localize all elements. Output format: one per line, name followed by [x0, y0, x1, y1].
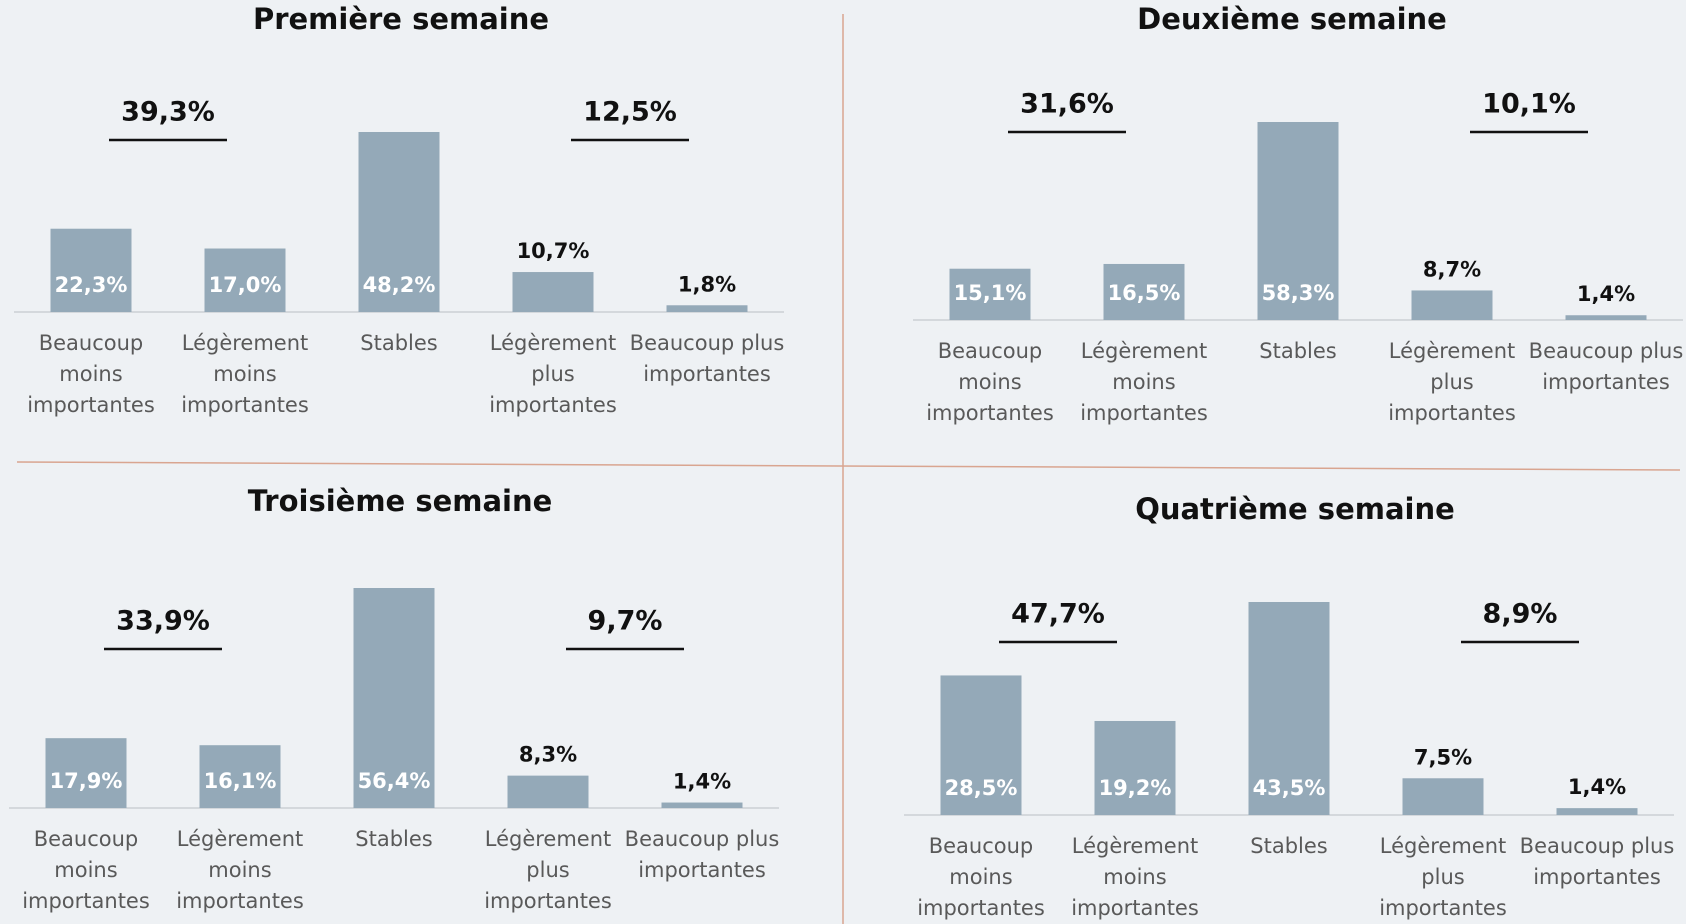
group-total: 12,5%	[583, 97, 677, 128]
value-label: 1,4%	[673, 770, 731, 794]
value-label: 58,3%	[1262, 281, 1335, 305]
category-label-box: Beaucoup plus importantes	[1519, 834, 1675, 889]
value-label: 28,5%	[945, 776, 1018, 800]
bar	[1411, 290, 1493, 320]
category-label-box: Légèrement plus importantes	[1388, 339, 1516, 425]
bar	[1094, 720, 1176, 815]
category-label-box: Légèrement moins importantes	[176, 827, 304, 913]
category-label-box: Beaucoup moins importantes	[926, 339, 1054, 425]
category-label-box: Légèrement plus importantes	[489, 331, 617, 417]
chart-title: Première semaine	[253, 2, 549, 36]
chart-title: Deuxième semaine	[1137, 2, 1447, 36]
category-label-box: Légèrement plus importantes	[1379, 834, 1507, 920]
category-label: Beaucoup plus importantes	[629, 331, 785, 386]
category-label: Légèrement moins importantes	[1071, 834, 1199, 920]
chart-title: Quatrième semaine	[1135, 492, 1455, 526]
category-label: Légèrement plus importantes	[489, 331, 617, 417]
bar	[666, 305, 748, 312]
category-label-box: Légèrement moins importantes	[1080, 339, 1208, 425]
category-label: Beaucoup plus importantes	[624, 827, 780, 882]
category-label: Stables	[1250, 834, 1328, 858]
chart-title: Troisième semaine	[248, 484, 553, 518]
group-total: 31,6%	[1020, 89, 1114, 120]
category-label: Beaucoup moins importantes	[27, 331, 155, 417]
value-label: 8,7%	[1423, 257, 1481, 281]
bar	[204, 248, 286, 312]
category-label: Stables	[355, 827, 433, 851]
bar	[353, 588, 435, 808]
category-label-box: Beaucoup moins importantes	[22, 827, 150, 913]
bar	[940, 675, 1022, 815]
category-label: Beaucoup moins importantes	[22, 827, 150, 913]
value-label: 1,4%	[1577, 282, 1635, 306]
category-label-box: Beaucoup plus importantes	[624, 827, 780, 882]
category-label-box: Légèrement moins importantes	[1071, 834, 1199, 920]
category-label-box: Beaucoup moins importantes	[27, 331, 155, 417]
category-label: Beaucoup moins importantes	[917, 834, 1045, 920]
category-label: Beaucoup plus importantes	[1519, 834, 1675, 889]
category-label-box: Beaucoup plus importantes	[1528, 339, 1684, 394]
bar	[507, 775, 589, 808]
category-label-box: Légèrement moins importantes	[181, 331, 309, 417]
bar	[1257, 122, 1339, 320]
value-label: 19,2%	[1099, 776, 1172, 800]
category-label-box: Légèrement plus importantes	[484, 827, 612, 913]
group-total: 47,7%	[1011, 599, 1105, 630]
value-label: 56,4%	[358, 769, 431, 793]
bar	[1103, 263, 1185, 320]
horizontal-divider	[16, 461, 1681, 471]
category-label: Légèrement plus importantes	[484, 827, 612, 913]
category-label-box: Beaucoup moins importantes	[917, 834, 1045, 920]
value-label: 8,3%	[519, 743, 577, 767]
value-label: 43,5%	[1253, 776, 1326, 800]
category-label: Légèrement plus importantes	[1388, 339, 1516, 425]
bar	[1402, 778, 1484, 815]
value-label: 16,1%	[204, 769, 277, 793]
category-label-box: Stables	[1250, 834, 1328, 858]
value-label: 1,8%	[678, 272, 736, 296]
value-label: 48,2%	[363, 273, 436, 297]
value-label: 10,7%	[517, 239, 590, 263]
bar	[50, 228, 132, 312]
category-label-box: Stables	[355, 827, 433, 851]
category-label: Légèrement plus importantes	[1379, 834, 1507, 920]
category-label-box: Stables	[1259, 339, 1337, 363]
bar	[1248, 602, 1330, 815]
value-label: 1,4%	[1568, 775, 1626, 799]
bar	[358, 132, 440, 312]
group-total: 9,7%	[588, 606, 663, 637]
group-total: 8,9%	[1483, 599, 1558, 630]
value-label: 22,3%	[55, 273, 128, 297]
category-label: Légèrement moins importantes	[1080, 339, 1208, 425]
category-label: Légèrement moins importantes	[181, 331, 309, 417]
value-label: 17,0%	[209, 273, 282, 297]
category-label: Stables	[360, 331, 438, 355]
category-label-box: Beaucoup plus importantes	[629, 331, 785, 386]
bar	[1556, 808, 1638, 815]
bar	[661, 802, 743, 808]
group-total: 39,3%	[121, 97, 215, 128]
value-label: 15,1%	[954, 281, 1027, 305]
bar	[45, 738, 127, 808]
group-total: 33,9%	[116, 606, 210, 637]
category-label-box: Stables	[360, 331, 438, 355]
category-label: Légèrement moins importantes	[176, 827, 304, 913]
category-label: Beaucoup plus importantes	[1528, 339, 1684, 394]
bar	[199, 745, 281, 808]
category-label: Beaucoup moins importantes	[926, 339, 1054, 425]
bar	[949, 268, 1031, 320]
bar	[1565, 315, 1647, 320]
value-label: 17,9%	[50, 769, 123, 793]
category-label: Stables	[1259, 339, 1337, 363]
group-total: 10,1%	[1482, 89, 1576, 120]
value-label: 16,5%	[1108, 281, 1181, 305]
bar	[512, 272, 594, 312]
value-label: 7,5%	[1414, 745, 1472, 769]
